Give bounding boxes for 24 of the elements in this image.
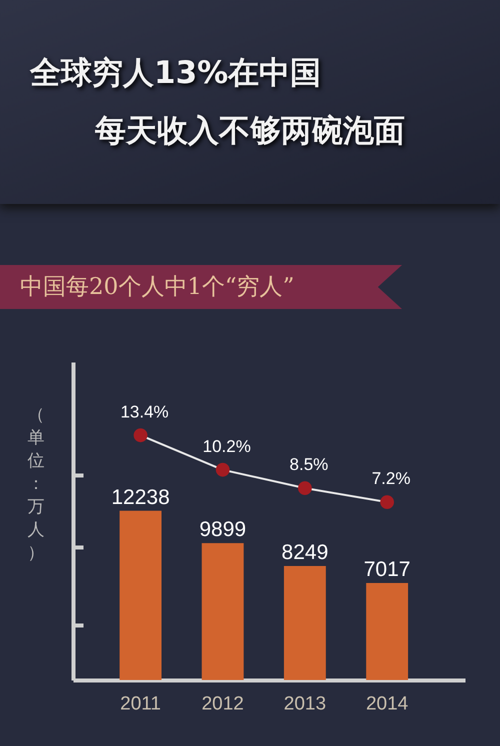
point [216, 462, 230, 477]
x-tick-label: 2011 [120, 694, 161, 714]
data-label: 7.2% [372, 469, 410, 488]
x-tick-label: 2012 [202, 694, 244, 714]
bar [366, 582, 408, 680]
data-label: 12238 [111, 486, 170, 509]
data-label: 8249 [282, 540, 328, 564]
data-label: 8.5% [290, 455, 328, 474]
bar [284, 566, 326, 680]
chart-subtitle: 每天收入不够两碗泡面 [95, 112, 405, 151]
chart-title: 全球穷人13%在中国 [30, 54, 322, 93]
x-tick-label: 2013 [284, 694, 326, 714]
data-label: 10.2% [202, 436, 251, 456]
x-tick-label: 2014 [366, 694, 409, 714]
bar [202, 543, 244, 680]
data-label: 13.4% [120, 402, 169, 422]
text: 中国每20个人中1个“穷人” [0, 265, 402, 309]
point [134, 428, 148, 442]
y-axis-title: （单位：万人） [28, 405, 44, 563]
data-label: 9899 [199, 518, 246, 542]
data-label: 7017 [364, 558, 410, 581]
bar [120, 510, 162, 680]
point [380, 495, 394, 510]
point [298, 481, 312, 495]
